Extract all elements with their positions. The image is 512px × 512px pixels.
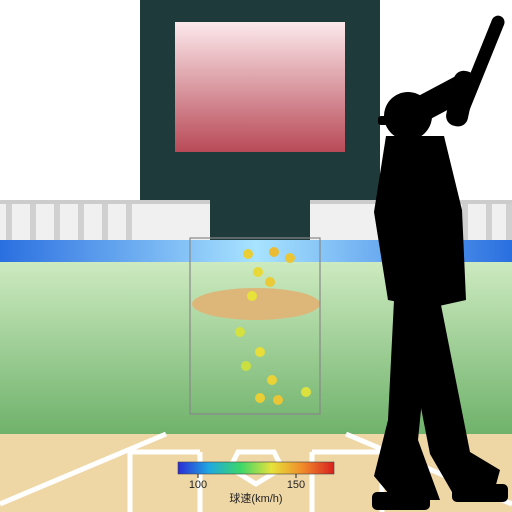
scoreboard-screen <box>175 22 345 152</box>
pitch-marker <box>241 361 251 371</box>
legend-colorbar <box>178 462 334 474</box>
pitchers-mound <box>192 288 320 320</box>
seat-post <box>54 200 60 240</box>
pitch-marker <box>285 253 295 263</box>
pitch-marker <box>269 247 279 257</box>
back-shoe <box>452 484 508 502</box>
pitch-marker <box>253 267 263 277</box>
seat-post <box>78 200 84 240</box>
legend-tick-label: 100 <box>189 479 207 491</box>
pitch-marker <box>265 277 275 287</box>
seat-post <box>506 200 512 240</box>
seat-post <box>30 200 36 240</box>
seat-post <box>102 200 108 240</box>
seat-post <box>6 200 12 240</box>
legend-label: 球速(km/h) <box>229 491 282 505</box>
pitch-marker <box>301 387 311 397</box>
seat-post <box>486 200 492 240</box>
legend-tick-label: 150 <box>287 479 305 491</box>
pitch-marker <box>235 327 245 337</box>
scoreboard-support <box>210 200 310 240</box>
helmet-brim <box>378 116 408 125</box>
pitch-marker <box>255 393 265 403</box>
front-shoe <box>372 492 430 510</box>
pitch-marker <box>247 291 257 301</box>
pitch-marker <box>267 375 277 385</box>
seat-post <box>126 200 132 240</box>
pitch-marker <box>273 395 283 405</box>
pitch-marker <box>255 347 265 357</box>
pitch-marker <box>243 249 253 259</box>
